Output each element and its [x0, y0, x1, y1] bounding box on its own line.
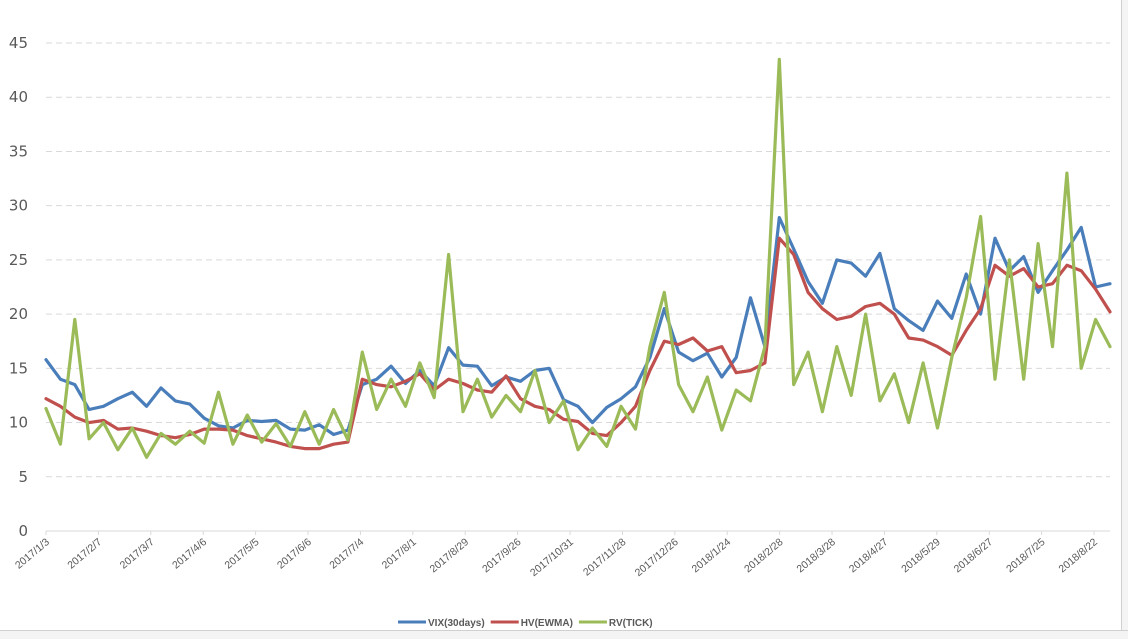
x-tick-label: 2017/2/7	[65, 536, 104, 572]
y-tick-label: 10	[9, 414, 28, 432]
x-tick-label: 2017/7/4	[327, 536, 366, 572]
y-tick-label: 25	[9, 251, 28, 269]
y-tick-label: 20	[9, 305, 28, 323]
y-axis-ticks: 0 5 10 15 20 25 30 35 40 45	[9, 34, 28, 540]
y-tick-label: 45	[9, 34, 28, 52]
bottom-border	[0, 630, 1128, 639]
x-tick-label: 2018/3/28	[794, 536, 838, 575]
x-tick-label: 2017/8/1	[380, 536, 419, 572]
series-lines	[44, 57, 1112, 459]
series-line-hv-ewma	[44, 236, 1112, 451]
x-tick-label: 2018/2/28	[742, 536, 786, 575]
x-tick-label: 2017/5/5	[223, 536, 262, 572]
x-tick-label: 2017/8/29	[428, 536, 472, 575]
x-tick-label: 2018/1/24	[690, 536, 734, 575]
legend-label: VIX(30days)	[428, 618, 485, 629]
x-tick-label: 2018/4/27	[847, 536, 891, 575]
right-border	[1121, 0, 1128, 639]
y-tick-label: 30	[9, 197, 28, 215]
x-tick-label: 2018/7/25	[1004, 536, 1048, 575]
x-tick-label: 2017/12/26	[633, 536, 681, 579]
series-line-vix-30days	[44, 216, 1112, 437]
x-tick-label: 2017/11/28	[581, 536, 628, 579]
x-tick-label: 2018/8/22	[1056, 536, 1100, 575]
x-axis-ticks: 2017/1/3 2017/2/7 2017/3/7 2017/4/6 2017/5/5…	[13, 531, 1100, 579]
gridlines	[46, 42, 1110, 532]
x-tick-label: 2017/4/6	[170, 536, 209, 572]
x-tick-label: 2017/1/3	[13, 536, 52, 572]
y-tick-label: 40	[9, 88, 28, 106]
y-tick-label: 15	[9, 359, 28, 377]
x-tick-label: 2017/10/31	[528, 536, 576, 579]
y-tick-label: 5	[18, 468, 28, 486]
legend-label: HV(EWMA)	[521, 618, 573, 629]
legend: VIX(30days) HV(EWMA) RV(TICK)	[398, 618, 653, 629]
x-tick-label: 2018/6/27	[952, 536, 996, 575]
y-tick-label: 35	[9, 142, 28, 160]
x-tick-label: 2017/3/7	[118, 536, 157, 572]
x-tick-label: 2017/9/26	[480, 536, 524, 575]
x-tick-label: 2018/5/29	[899, 536, 943, 575]
x-tick-label: 2017/6/6	[275, 536, 314, 572]
series-line-rv-tick	[44, 57, 1112, 459]
legend-label: RV(TICK)	[609, 618, 653, 629]
y-tick-label: 0	[18, 522, 28, 540]
